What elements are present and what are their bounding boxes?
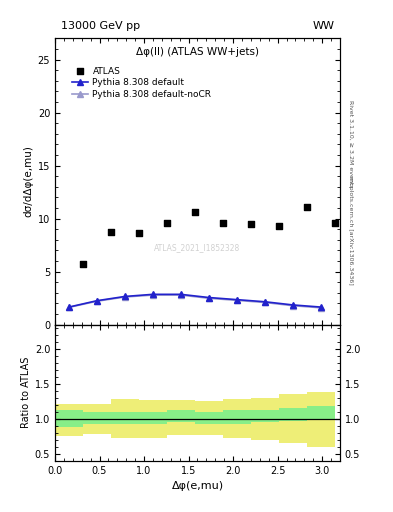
ATLAS [136, 229, 142, 238]
Y-axis label: Ratio to ATLAS: Ratio to ATLAS [20, 357, 31, 429]
ATLAS [192, 208, 198, 216]
Text: ATLAS_2021_I1852328: ATLAS_2021_I1852328 [154, 243, 241, 252]
Pythia 8.308 default [206, 294, 211, 301]
Line: Pythia 8.308 default-noCR: Pythia 8.308 default-noCR [66, 292, 323, 311]
ATLAS [275, 222, 282, 230]
Pythia 8.308 default [67, 304, 72, 310]
Text: 13000 GeV pp: 13000 GeV pp [61, 21, 140, 31]
Pythia 8.308 default [95, 297, 99, 304]
ATLAS [220, 219, 226, 227]
ATLAS [248, 220, 254, 228]
Y-axis label: dσ/dΔφ(e,mu): dσ/dΔφ(e,mu) [24, 145, 33, 218]
ATLAS [164, 219, 170, 227]
Pythia 8.308 default-noCR [235, 297, 239, 304]
Pythia 8.308 default [151, 291, 155, 297]
Pythia 8.308 default-noCR [95, 298, 99, 304]
Pythia 8.308 default-noCR [290, 303, 295, 309]
Text: Rivet 3.1.10, ≥ 3.2M events: Rivet 3.1.10, ≥ 3.2M events [348, 99, 353, 187]
ATLAS [331, 219, 338, 227]
X-axis label: Δφ(e,mu): Δφ(e,mu) [171, 481, 224, 491]
Pythia 8.308 default-noCR [67, 304, 72, 310]
Pythia 8.308 default [123, 293, 127, 300]
Pythia 8.308 default [235, 296, 239, 303]
Legend: ATLAS, Pythia 8.308 default, Pythia 8.308 default-noCR: ATLAS, Pythia 8.308 default, Pythia 8.30… [68, 63, 215, 102]
Text: WW: WW [312, 21, 334, 31]
Pythia 8.308 default [178, 291, 183, 297]
Pythia 8.308 default [318, 304, 323, 310]
Pythia 8.308 default-noCR [263, 300, 267, 306]
Pythia 8.308 default [290, 302, 295, 308]
Pythia 8.308 default-noCR [178, 292, 183, 298]
Text: mcplots.cern.ch [arXiv:1306.3436]: mcplots.cern.ch [arXiv:1306.3436] [348, 176, 353, 285]
Pythia 8.308 default [263, 298, 267, 305]
ATLAS [303, 203, 310, 211]
Line: Pythia 8.308 default: Pythia 8.308 default [66, 291, 323, 310]
Pythia 8.308 default-noCR [318, 305, 323, 311]
ATLAS [80, 260, 86, 268]
Pythia 8.308 default-noCR [151, 292, 155, 298]
Pythia 8.308 default-noCR [123, 294, 127, 300]
Pythia 8.308 default-noCR [206, 295, 211, 302]
ATLAS [108, 228, 114, 237]
Text: Δφ(ll) (ATLAS WW+jets): Δφ(ll) (ATLAS WW+jets) [136, 47, 259, 57]
